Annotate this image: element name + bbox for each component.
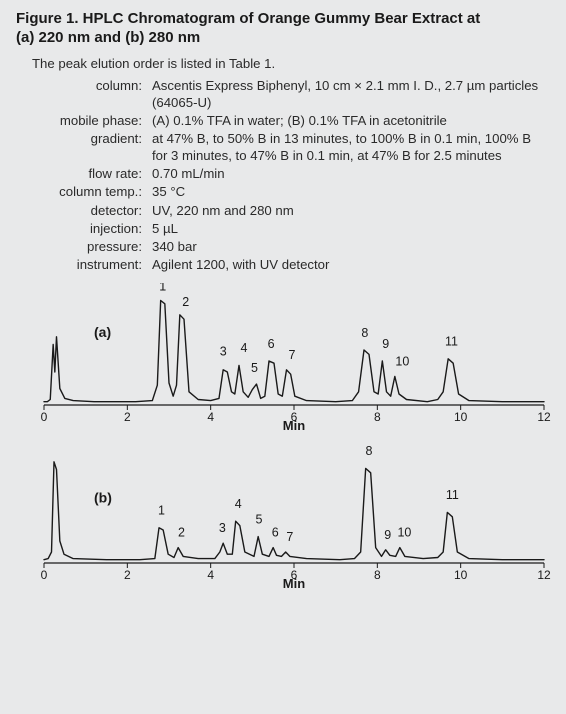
param-label: column temp.: [32, 183, 142, 200]
peak-label: 8 [366, 444, 373, 458]
peak-label: 1 [159, 283, 166, 294]
x-tick-label: 4 [207, 568, 214, 582]
param-label: mobile phase: [32, 112, 142, 129]
x-tick-label: 8 [374, 410, 381, 424]
peak-label: 2 [178, 526, 185, 540]
x-tick-label: 4 [207, 410, 214, 424]
peak-label: 8 [361, 326, 368, 340]
param-value: 340 bar [152, 238, 542, 255]
figure-title-line1: Figure 1. HPLC Chromatogram of Orange Gu… [16, 10, 480, 27]
peak-label: 3 [220, 345, 227, 359]
figure-subnote: The peak elution order is listed in Tabl… [32, 56, 550, 71]
peak-label: 9 [384, 528, 391, 542]
parameter-grid: column: Ascentis Express Biphenyl, 10 cm … [32, 77, 550, 274]
chromatogram-a: 024681012Min(a)1234567891011 [16, 283, 556, 431]
peak-label: 11 [445, 335, 458, 349]
param-value: 0.70 mL/min [152, 165, 542, 182]
param-value: 5 µL [152, 220, 542, 237]
param-label: injection: [32, 220, 142, 237]
param-label: detector: [32, 202, 142, 219]
figure-title-line2: (a) 220 nm and (b) 280 nm [16, 29, 200, 46]
x-tick-label: 12 [537, 568, 551, 582]
param-value: Ascentis Express Biphenyl, 10 cm × 2.1 m… [152, 77, 542, 111]
param-value: 35 °C [152, 183, 542, 200]
x-tick-label: 0 [41, 410, 48, 424]
x-tick-label: 2 [124, 568, 131, 582]
peak-label: 4 [241, 341, 248, 355]
peak-label: 5 [256, 513, 263, 527]
x-tick-label: 12 [537, 410, 551, 424]
peak-label: 7 [288, 348, 295, 362]
peak-label: 6 [272, 526, 279, 540]
peak-label: 2 [182, 295, 189, 309]
figure-title: Figure 1. HPLC Chromatogram of Orange Gu… [16, 10, 550, 48]
param-label: instrument: [32, 256, 142, 273]
x-tick-label: 0 [41, 568, 48, 582]
param-label: gradient: [32, 130, 142, 164]
x-tick-label: 8 [374, 568, 381, 582]
peak-label: 3 [219, 521, 226, 535]
param-value: UV, 220 nm and 280 nm [152, 202, 542, 219]
peak-label: 4 [235, 497, 242, 511]
figure-container: Figure 1. HPLC Chromatogram of Orange Gu… [0, 0, 566, 599]
param-value: at 47% B, to 50% B in 13 minutes, to 100… [152, 130, 542, 164]
peak-label: 5 [251, 361, 258, 375]
x-tick-label: 10 [454, 568, 468, 582]
x-tick-label: 2 [124, 410, 131, 424]
peak-label: 1 [158, 504, 165, 518]
peak-label: 9 [382, 337, 389, 351]
param-value: Agilent 1200, with UV detector [152, 256, 542, 273]
peak-label: 10 [395, 355, 409, 369]
panel-label: (a) [94, 324, 111, 340]
peak-label: 7 [286, 530, 293, 544]
peak-label: 10 [397, 526, 411, 540]
chart-a-wrap: 024681012Min(a)1234567891011 [16, 283, 550, 431]
param-label: flow rate: [32, 165, 142, 182]
x-axis-label: Min [283, 576, 305, 589]
chromatogram-trace [44, 462, 544, 560]
peak-label: 11 [446, 488, 459, 502]
param-label: pressure: [32, 238, 142, 255]
x-tick-label: 10 [454, 410, 468, 424]
panel-label: (b) [94, 490, 112, 506]
param-value: (A) 0.1% TFA in water; (B) 0.1% TFA in a… [152, 112, 542, 129]
param-label: column: [32, 77, 142, 111]
chromatogram-b: 024681012Min(b)1234567891011 [16, 441, 556, 589]
chart-b-wrap: 024681012Min(b)1234567891011 [16, 441, 550, 589]
x-axis-label: Min [283, 418, 305, 431]
peak-label: 6 [268, 337, 275, 351]
